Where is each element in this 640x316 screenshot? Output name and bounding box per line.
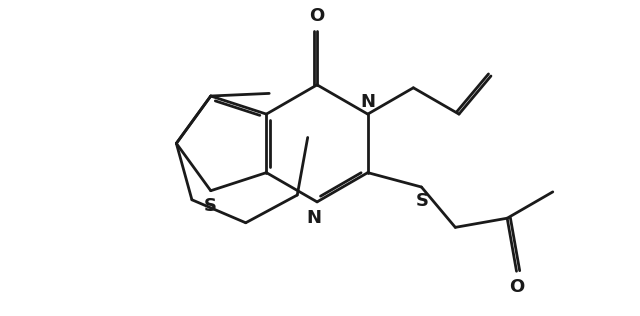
Text: S: S — [416, 192, 429, 210]
Text: N: N — [360, 93, 375, 111]
Text: S: S — [204, 197, 217, 215]
Text: N: N — [307, 209, 322, 227]
Text: O: O — [509, 278, 524, 296]
Text: O: O — [310, 7, 324, 25]
